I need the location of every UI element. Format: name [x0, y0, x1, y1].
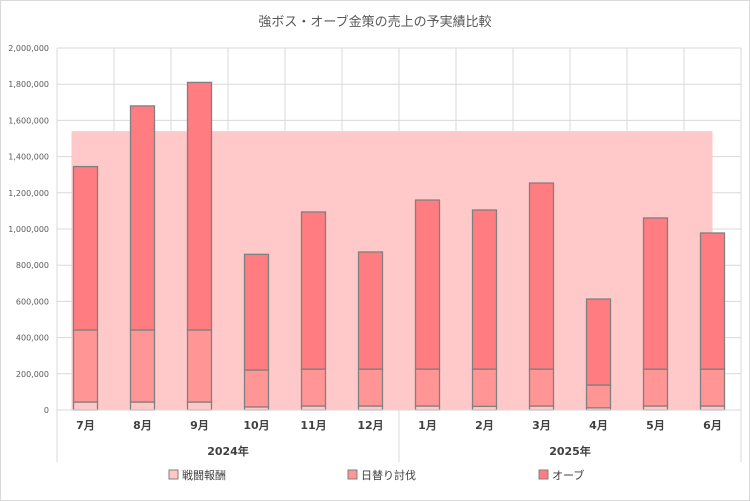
bar-日替り討伐-3月	[528, 368, 555, 407]
bar-オーブ-10月	[243, 253, 270, 371]
x-tick-label: 10月	[243, 419, 269, 432]
legend-swatch-日替り討伐	[347, 469, 358, 480]
bar-オーブ-9月	[186, 81, 213, 331]
bar-日替り討伐-1月	[414, 368, 441, 407]
bar-オーブ-6月	[699, 232, 726, 370]
bar-オーブ-8月	[129, 105, 156, 331]
year-label: 2024年	[207, 444, 249, 458]
y-tick-label: 400,000	[16, 334, 49, 343]
bar-日替り討伐-12月	[357, 368, 384, 407]
bar-オーブ-1月	[414, 199, 441, 370]
y-tick-label: 0	[44, 406, 49, 415]
y-tick-label: 200,000	[16, 370, 49, 379]
x-tick-label: 11月	[300, 419, 326, 432]
bar-日替り討伐-2月	[471, 368, 498, 408]
legend-swatch-オーブ	[538, 469, 549, 480]
y-tick-label: 1,200,000	[8, 189, 49, 198]
bar-戦闘報酬-8月	[129, 401, 156, 411]
x-tick-label: 5月	[646, 419, 665, 432]
bar-オーブ-2月	[471, 209, 498, 370]
bar-日替り討伐-11月	[300, 368, 327, 407]
y-tick-label: 1,400,000	[8, 153, 49, 162]
bar-戦闘報酬-7月	[72, 401, 99, 411]
bar-オーブ-5月	[642, 217, 669, 370]
budget-area	[71, 131, 713, 411]
y-tick-label: 1,000,000	[8, 225, 49, 234]
legend-label: オーブ	[552, 468, 584, 482]
chart-title: 強ボス・オーブ金策の売上の予実績比較	[258, 14, 491, 30]
year-label: 2025年	[549, 444, 591, 458]
x-tick-label: 8月	[133, 419, 152, 432]
bar-日替り討伐-7月	[72, 329, 99, 403]
bar-オーブ-3月	[528, 182, 555, 370]
bar-オーブ-7月	[72, 165, 99, 331]
bar-日替り討伐-6月	[699, 368, 726, 407]
bar-日替り討伐-8月	[129, 329, 156, 403]
x-tick-label: 3月	[532, 419, 551, 432]
y-tick-label: 1,800,000	[8, 80, 49, 89]
x-tick-label: 2月	[475, 419, 494, 432]
x-tick-label: 7月	[76, 419, 95, 432]
y-tick-label: 800,000	[16, 261, 49, 270]
bar-日替り討伐-10月	[243, 369, 270, 408]
x-tick-label: 12月	[357, 419, 383, 432]
y-tick-label: 2,000,000	[8, 44, 49, 53]
bar-日替り討伐-4月	[585, 384, 612, 409]
y-tick-label: 600,000	[16, 297, 49, 306]
x-tick-label: 4月	[589, 419, 608, 432]
bar-日替り討伐-9月	[186, 329, 213, 403]
y-tick-label: 1,600,000	[8, 116, 49, 125]
x-tick-label: 6月	[703, 419, 722, 432]
legend-label: 日替り討伐	[361, 468, 416, 482]
x-tick-label: 9月	[190, 419, 209, 432]
x-tick-label: 1月	[418, 419, 437, 432]
bar-日替り討伐-5月	[642, 368, 669, 407]
legend-swatch-戦闘報酬	[168, 469, 179, 480]
bar-オーブ-12月	[357, 251, 384, 370]
legend-label: 戦闘報酬	[182, 469, 226, 482]
bar-戦闘報酬-9月	[186, 401, 213, 411]
bar-オーブ-11月	[300, 211, 327, 370]
bar-オーブ-4月	[585, 298, 612, 386]
